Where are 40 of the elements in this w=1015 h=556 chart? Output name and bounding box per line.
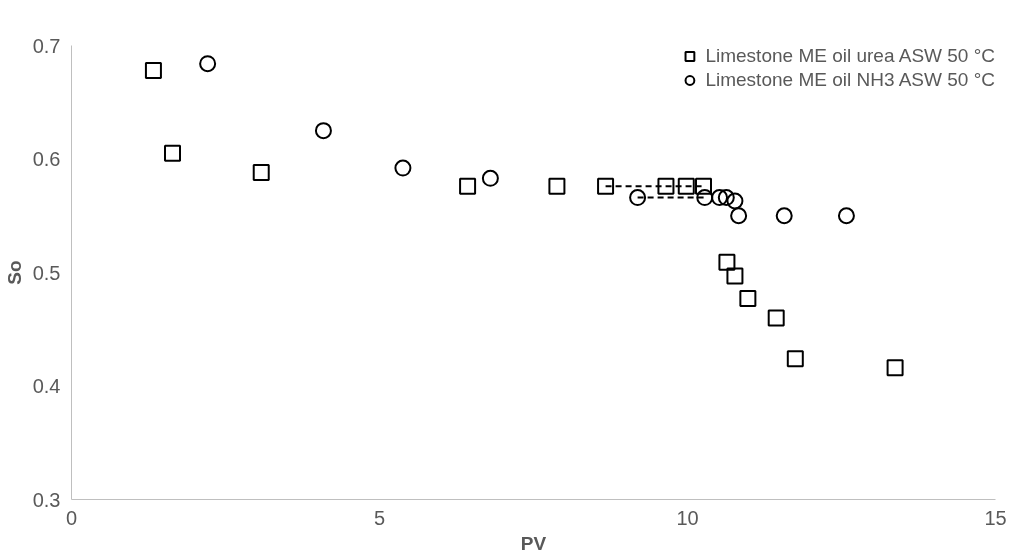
point [726, 267, 744, 285]
point [786, 350, 804, 368]
y-tick-label: 0.3 [32, 488, 61, 511]
point [314, 122, 332, 140]
x-tick-label: 10 [676, 506, 699, 529]
point [677, 177, 695, 195]
point [481, 169, 499, 187]
point [164, 144, 182, 162]
point [199, 55, 217, 73]
point [726, 192, 744, 210]
point [886, 359, 904, 377]
legend-label: Limestone ME oil NH3 ASW 50 °C [705, 69, 995, 91]
point [718, 253, 736, 271]
point [775, 207, 793, 225]
point [739, 290, 757, 308]
point [837, 207, 855, 225]
y-tick-label: 0.6 [32, 148, 61, 170]
x-tick-label: 15 [984, 506, 1007, 529]
point [597, 177, 615, 195]
y-tick-label: 0.5 [32, 261, 61, 284]
x-tick-label: 0 [65, 506, 78, 529]
y-axis-title: So [3, 260, 25, 285]
point [657, 177, 675, 195]
point [629, 189, 647, 207]
legend-label: Limestone ME oil urea ASW 50 °C [705, 45, 995, 67]
point [548, 177, 566, 195]
point [717, 189, 735, 207]
x-axis-title: PV [520, 532, 547, 554]
point [696, 189, 714, 207]
y-tick-label: 0.7 [32, 34, 61, 57]
x-tick-label: 5 [373, 506, 386, 529]
point [730, 207, 748, 225]
point [767, 309, 785, 327]
point [459, 177, 477, 195]
y-tick-label: 0.4 [32, 375, 61, 397]
point [394, 159, 412, 177]
point [711, 189, 729, 207]
point [695, 177, 713, 195]
point [144, 61, 162, 79]
point [252, 164, 270, 182]
